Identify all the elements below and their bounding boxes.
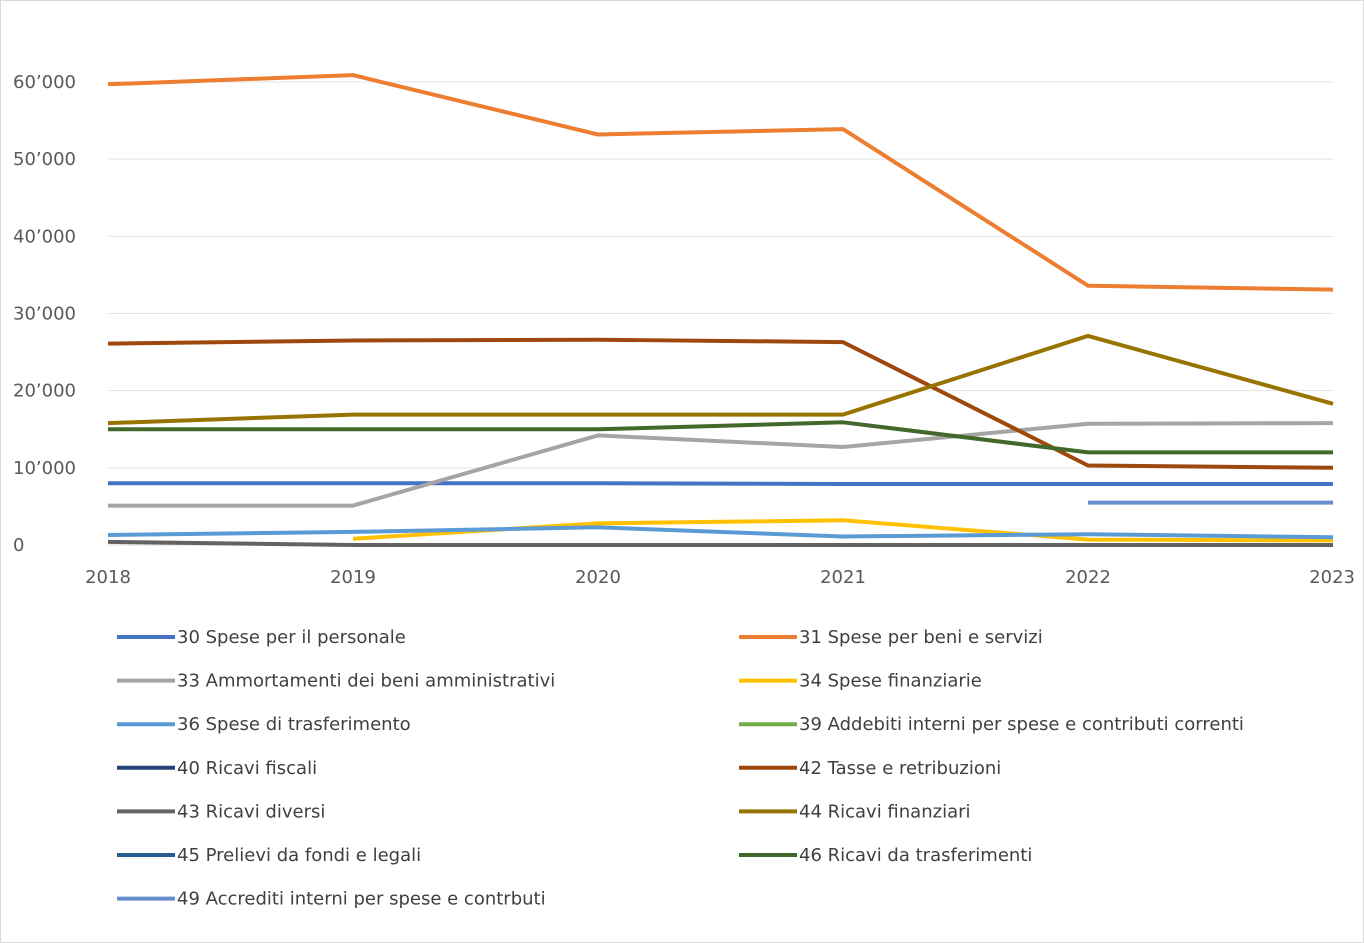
series-line-12 bbox=[108, 420, 1333, 455]
legend-label: 36 Spese di trasferimento bbox=[177, 714, 411, 735]
series-line-8 bbox=[107, 337, 1334, 470]
series-line-1 bbox=[108, 481, 1333, 486]
legend-item: 45 Prelievi da fondi e legali bbox=[117, 845, 421, 866]
y-tick-label: 50’000 bbox=[13, 149, 76, 170]
y-tick-label: 10’000 bbox=[13, 458, 76, 479]
legend-label: 33 Ammortamenti dei beni amministrativi bbox=[177, 671, 555, 692]
y-tick-label: 30’000 bbox=[13, 304, 76, 325]
series-line-5 bbox=[107, 525, 1334, 540]
y-tick-label: 40’000 bbox=[13, 226, 76, 247]
x-tick-label: 2022 bbox=[1065, 567, 1111, 588]
y-tick-label: 20’000 bbox=[13, 381, 76, 402]
legend-label: 40 Ricavi fiscali bbox=[177, 758, 317, 779]
legend-label: 39 Addebiti interni per spese e contribu… bbox=[799, 714, 1244, 735]
legend-label: 31 Spese per beni e servizi bbox=[799, 627, 1043, 648]
x-tick-label: 2018 bbox=[85, 567, 131, 588]
legend-item: 42 Tasse e retribuzioni bbox=[739, 758, 1001, 779]
legend-label: 43 Ricavi diversi bbox=[177, 801, 325, 822]
legend-item: 40 Ricavi fiscali bbox=[117, 758, 317, 779]
gridlines bbox=[108, 81, 1333, 546]
legend-label: 46 Ricavi da trasferimenti bbox=[799, 845, 1032, 866]
legend-label: 34 Spese finanziarie bbox=[799, 671, 982, 692]
series-line-9 bbox=[107, 539, 1333, 547]
series-lines bbox=[107, 73, 1334, 547]
legend-item: 30 Spese per il personale bbox=[117, 627, 406, 648]
y-tick-label: 60’000 bbox=[13, 72, 76, 93]
legend-item: 46 Ricavi da trasferimenti bbox=[739, 845, 1032, 866]
x-tick-label: 2019 bbox=[330, 567, 376, 588]
series-line-2 bbox=[107, 73, 1334, 292]
x-tick-label: 2023 bbox=[1309, 567, 1355, 588]
series-line-10 bbox=[107, 333, 1334, 426]
legend-item: 36 Spese di trasferimento bbox=[117, 714, 411, 735]
x-tick-label: 2021 bbox=[820, 567, 866, 588]
legend-item: 49 Accrediti interni per spese e contrbu… bbox=[117, 889, 546, 910]
x-axis-ticks: 2018 2019 2020 2021 2022 2023 bbox=[85, 567, 1355, 588]
y-axis-ticks: 0 10’000 20’000 30’000 40’000 50’000 60’000 bbox=[13, 72, 76, 556]
series-line-3 bbox=[108, 421, 1334, 508]
legend-label: 49 Accrediti interni per spese e contrbu… bbox=[177, 889, 546, 910]
y-tick-label: 0 bbox=[13, 535, 24, 556]
legend: 30 Spese per il personale 31 Spese per be… bbox=[117, 627, 1244, 910]
legend-label: 42 Tasse e retribuzioni bbox=[799, 758, 1001, 779]
legend-label: 45 Prelievi da fondi e legali bbox=[177, 845, 421, 866]
legend-label: 30 Spese per il personale bbox=[177, 627, 406, 648]
legend-item: 31 Spese per beni e servizi bbox=[739, 627, 1043, 648]
legend-item: 34 Spese finanziarie bbox=[739, 671, 982, 692]
legend-label: 44 Ricavi finanziari bbox=[799, 801, 971, 822]
x-tick-label: 2020 bbox=[575, 567, 621, 588]
legend-item: 44 Ricavi finanziari bbox=[739, 801, 971, 822]
legend-item: 39 Addebiti interni per spese e contribu… bbox=[739, 714, 1244, 735]
legend-item: 43 Ricavi diversi bbox=[117, 801, 325, 822]
legend-item: 33 Ammortamenti dei beni amministrativi bbox=[117, 671, 555, 692]
